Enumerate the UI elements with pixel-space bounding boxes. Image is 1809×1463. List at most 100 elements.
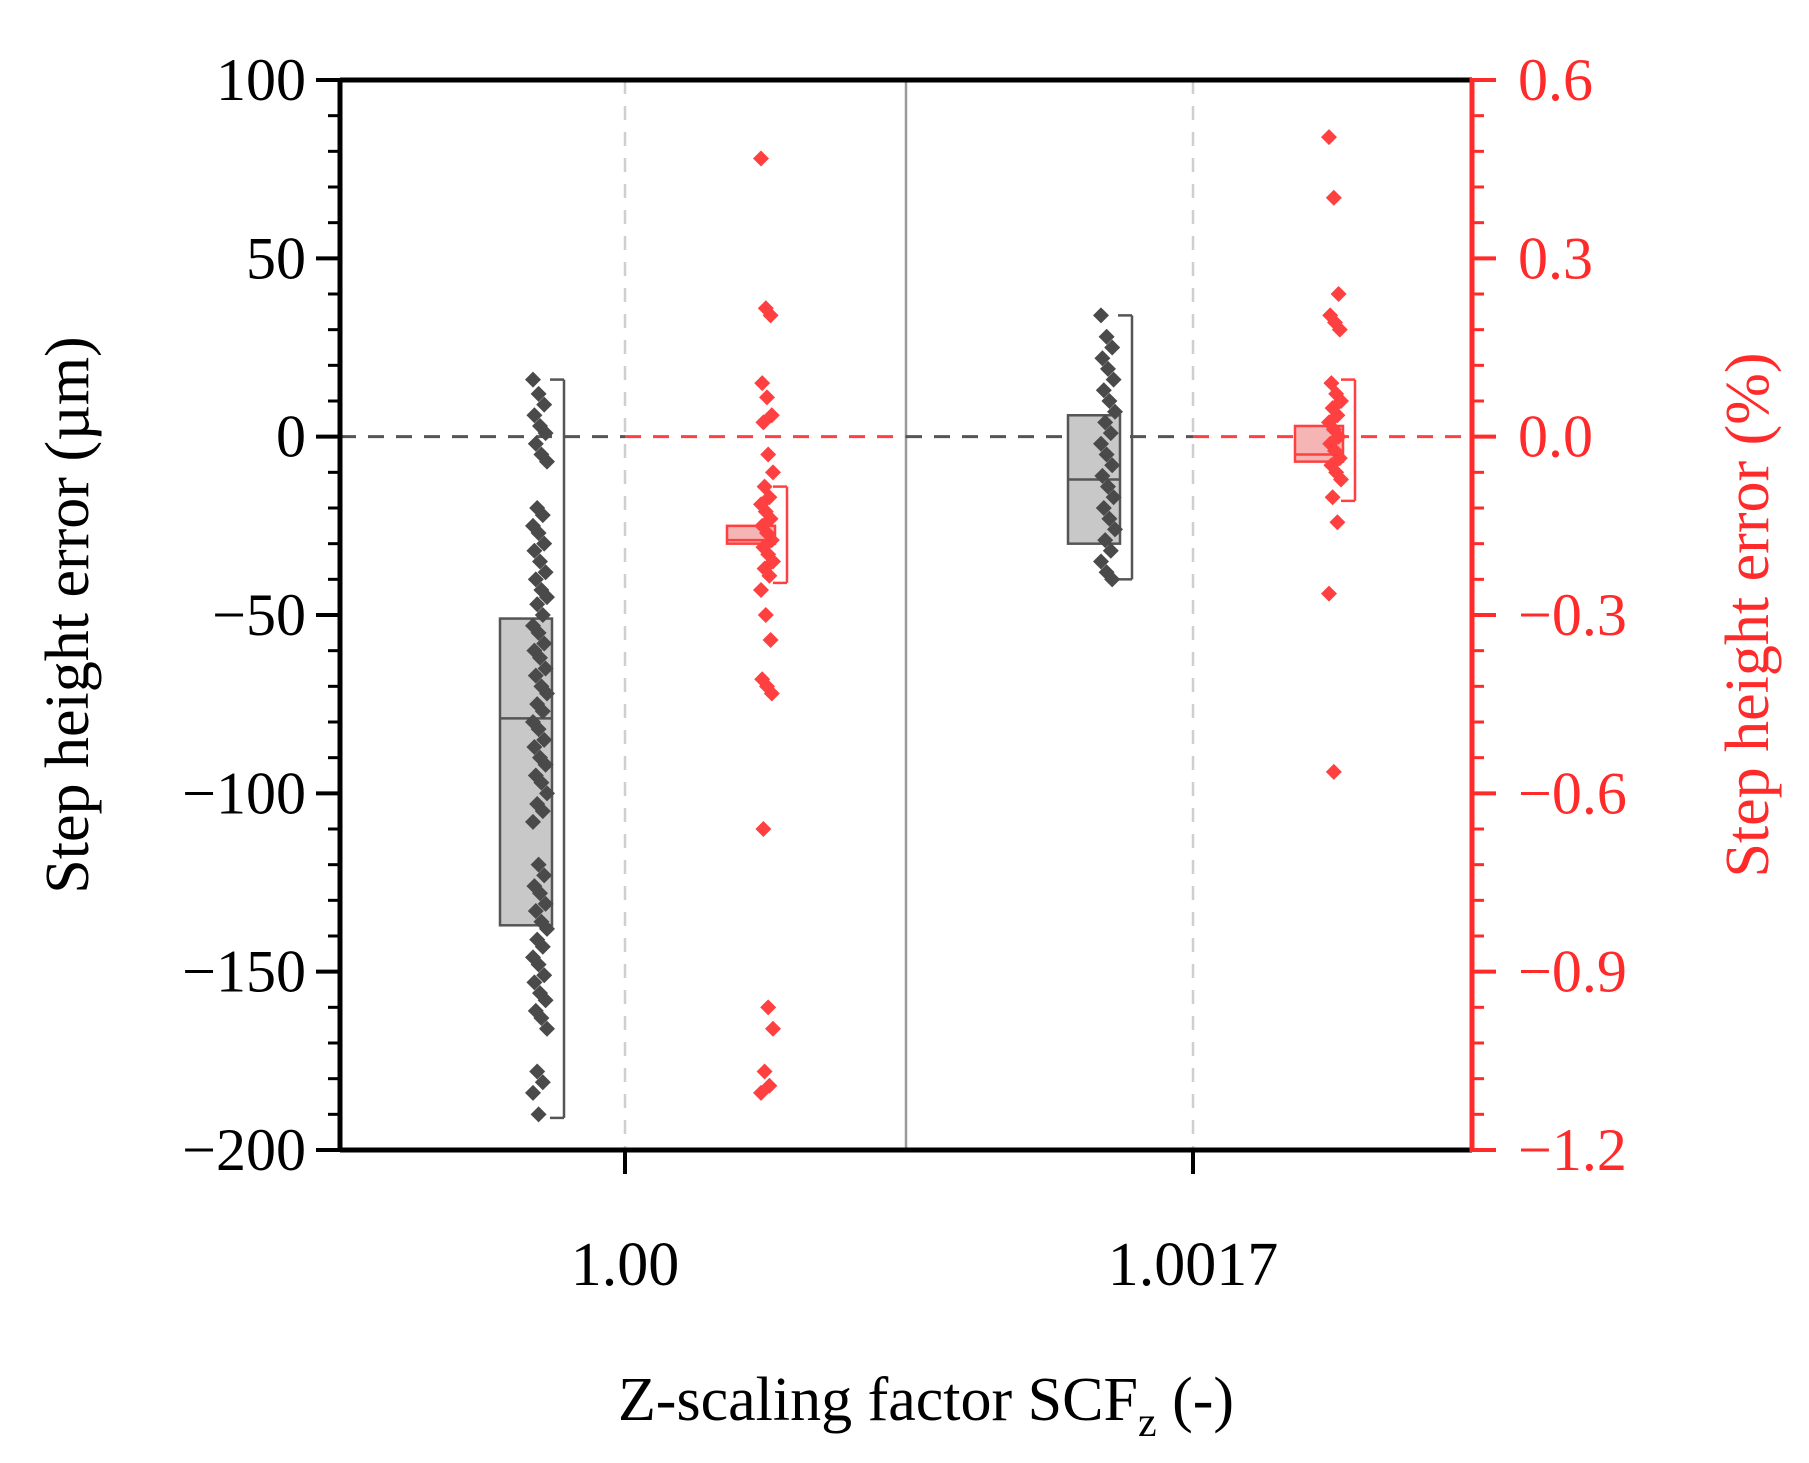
absolute-point <box>1100 360 1116 377</box>
absolute-point <box>1094 350 1111 367</box>
absolute-point <box>1093 435 1109 452</box>
absolute-point <box>525 813 541 830</box>
relative-point <box>1330 286 1347 302</box>
left-tick-label: −150 <box>182 939 306 1005</box>
absolute-point <box>534 803 551 820</box>
x-axis-title-subscript: z <box>1138 1400 1157 1446</box>
absolute-point <box>536 535 553 552</box>
relative-point <box>753 582 769 599</box>
absolute-box-2 <box>1066 314 1134 581</box>
absolute-point <box>539 685 555 702</box>
absolute-point <box>1100 478 1116 495</box>
absolute-point <box>1102 425 1119 442</box>
absolute-point <box>537 425 554 442</box>
absolute-point <box>1104 571 1121 588</box>
right-tick-label: 0.6 <box>1518 47 1593 113</box>
relative-box-2 <box>1293 378 1357 503</box>
relative-point <box>760 446 777 463</box>
absolute-point <box>530 385 547 402</box>
absolute-point <box>536 967 553 984</box>
absolute-point <box>1093 553 1109 570</box>
relative-point <box>760 999 777 1016</box>
absolute-point <box>539 920 555 937</box>
absolute-point <box>530 624 547 641</box>
absolute-point <box>527 903 544 920</box>
absolute-point <box>534 703 551 720</box>
absolute-point <box>1094 467 1111 484</box>
relative-point <box>1329 514 1346 531</box>
relative-point <box>1325 189 1342 206</box>
absolute-point <box>1107 403 1123 420</box>
right-tick-label: −0.3 <box>1518 582 1627 648</box>
absolute-point <box>539 1020 555 1037</box>
relative-point <box>763 685 780 702</box>
relative-point <box>755 821 772 837</box>
absolute-point <box>529 1063 546 1080</box>
left-tick-label: 0 <box>276 404 306 470</box>
relative-point <box>761 567 778 584</box>
absolute-point <box>529 596 546 613</box>
right-y-axis-title: Step height error (%) <box>1714 352 1782 877</box>
absolute-point <box>537 660 554 677</box>
absolute-point <box>1104 457 1121 474</box>
absolute-point <box>533 774 550 791</box>
relative-point <box>1321 129 1337 146</box>
absolute-point <box>525 371 541 388</box>
absolute-point <box>534 1074 551 1091</box>
absolute-point <box>1097 414 1114 431</box>
absolute-point <box>532 649 548 666</box>
right-tick-label: −0.9 <box>1518 939 1627 1005</box>
x-axis-title: Z-scaling factor SCFz (-) <box>618 1366 1234 1446</box>
relative-point <box>753 496 769 513</box>
relative-point <box>753 1084 769 1101</box>
absolute-point <box>526 542 543 559</box>
absolute-point <box>537 564 554 581</box>
absolute-point <box>1101 510 1118 527</box>
absolute-point <box>1095 382 1112 399</box>
relative-point <box>755 414 772 431</box>
absolute-point <box>536 867 553 884</box>
absolute-point <box>534 938 551 955</box>
right-tick-label: 0.3 <box>1518 225 1593 291</box>
x-tick-label-2: 1.0017 <box>1108 1231 1279 1299</box>
absolute-point <box>1101 393 1118 409</box>
relative-point <box>756 1063 773 1080</box>
absolute-point <box>527 667 544 684</box>
right-tick-label: 0.0 <box>1518 404 1593 470</box>
absolute-point <box>534 607 551 623</box>
absolute-point <box>1107 521 1123 538</box>
absolute-point <box>1093 307 1109 324</box>
right-tick-label: −1.2 <box>1518 1117 1627 1183</box>
absolute-point <box>1105 371 1122 388</box>
absolute-point <box>1095 500 1112 516</box>
absolute-point <box>527 435 544 452</box>
relative-point <box>754 375 771 392</box>
absolute-point <box>1104 339 1121 356</box>
absolute-point <box>539 589 555 606</box>
relative-point <box>1321 585 1337 602</box>
absolute-point <box>539 785 555 802</box>
absolute-point <box>1097 532 1114 549</box>
absolute-point <box>530 956 547 973</box>
absolute-point <box>1105 489 1122 506</box>
absolute-point <box>533 1010 550 1027</box>
absolute-point <box>536 635 553 652</box>
relative-point <box>762 631 779 648</box>
relative-point <box>753 150 769 167</box>
relative-point <box>765 464 781 481</box>
x-axis-title-main: Z-scaling factor SCF <box>618 1366 1138 1434</box>
x-axis-ticks: 1.00 1.0017 <box>571 1150 1279 1299</box>
absolute-point <box>532 885 548 902</box>
absolute-point <box>530 1106 547 1123</box>
relative-point <box>762 307 779 324</box>
absolute-point <box>526 974 543 991</box>
absolute-point <box>525 1084 541 1101</box>
absolute-point <box>532 553 548 570</box>
absolute-point <box>526 407 543 424</box>
absolute-point <box>530 524 547 541</box>
right-tick-label: −0.6 <box>1518 760 1627 826</box>
relative-point <box>757 607 774 623</box>
x-tick-label-1: 1.00 <box>571 1231 680 1299</box>
absolute-point <box>530 721 547 738</box>
